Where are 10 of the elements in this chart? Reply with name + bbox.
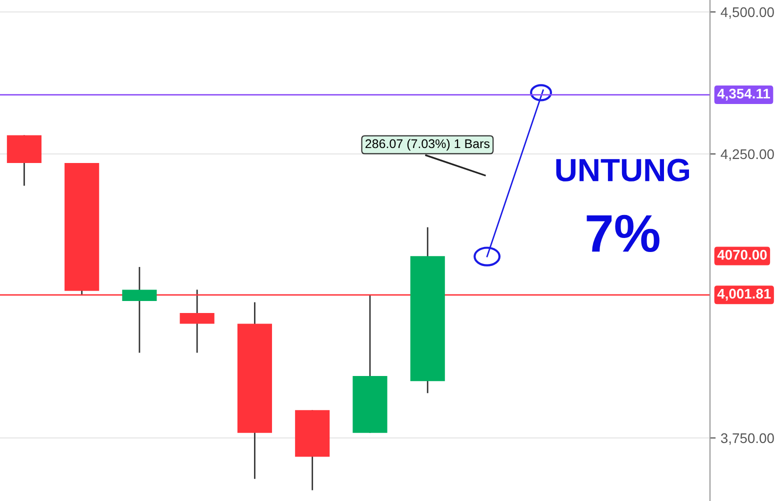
ref-line-label: 4,354.11	[717, 88, 770, 101]
y-tick-label: 4,250.00	[720, 149, 774, 161]
ref-line-label: 4,001.81	[717, 288, 771, 301]
text: 4070.00	[717, 250, 767, 260]
annotation: 7%	[586, 214, 660, 252]
y-tick-label: 3,750.00	[720, 433, 774, 445]
y-tick-label: 4,500.00	[720, 7, 774, 19]
annotation: 286.07 (7.03%) 1 Bars	[366, 138, 490, 151]
candlestick	[122, 266, 157, 354]
annotation: UNTUNG	[556, 158, 690, 182]
